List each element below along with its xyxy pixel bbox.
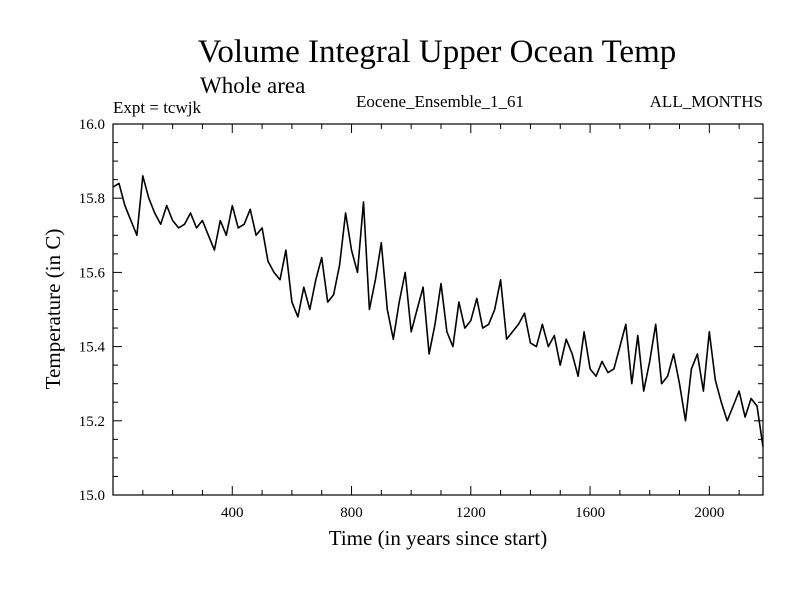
x-tick-label: 1200	[456, 505, 486, 521]
y-tick-label: 15.2	[79, 414, 105, 430]
x-tick-label: 1600	[575, 505, 605, 521]
y-tick-label: 16.0	[79, 117, 105, 133]
tick-labels: 15.0 15.2 15.4 15.6 15.8 16.0 400 800 1200 1600 20…	[79, 117, 725, 521]
y-tick-label: 15.6	[79, 265, 106, 281]
x-tick-label: 2000	[694, 505, 724, 521]
x-tick-label: 800	[340, 505, 363, 521]
y-tick-label: 15.4	[79, 340, 106, 356]
experiment-label: Expt = tcwjk	[113, 98, 201, 117]
x-axis-label: Time (in years since start)	[329, 526, 548, 550]
series-layer	[112, 175, 764, 447]
ensemble-label: Eocene_Ensemble_1_61	[356, 92, 524, 111]
series-line	[112, 175, 764, 447]
axis-ticks	[113, 123, 763, 496]
y-tick-label: 15.8	[79, 191, 105, 207]
chart-subtitle: Whole area	[200, 73, 305, 98]
plot-frame	[112, 123, 764, 496]
y-tick-label: 15.0	[79, 488, 105, 504]
x-tick-label: 400	[221, 505, 244, 521]
y-axis-label: Temperature (in C)	[41, 229, 65, 390]
months-label: ALL_MONTHS	[650, 92, 763, 111]
chart-title: Volume Integral Upper Ocean Temp	[198, 34, 676, 70]
